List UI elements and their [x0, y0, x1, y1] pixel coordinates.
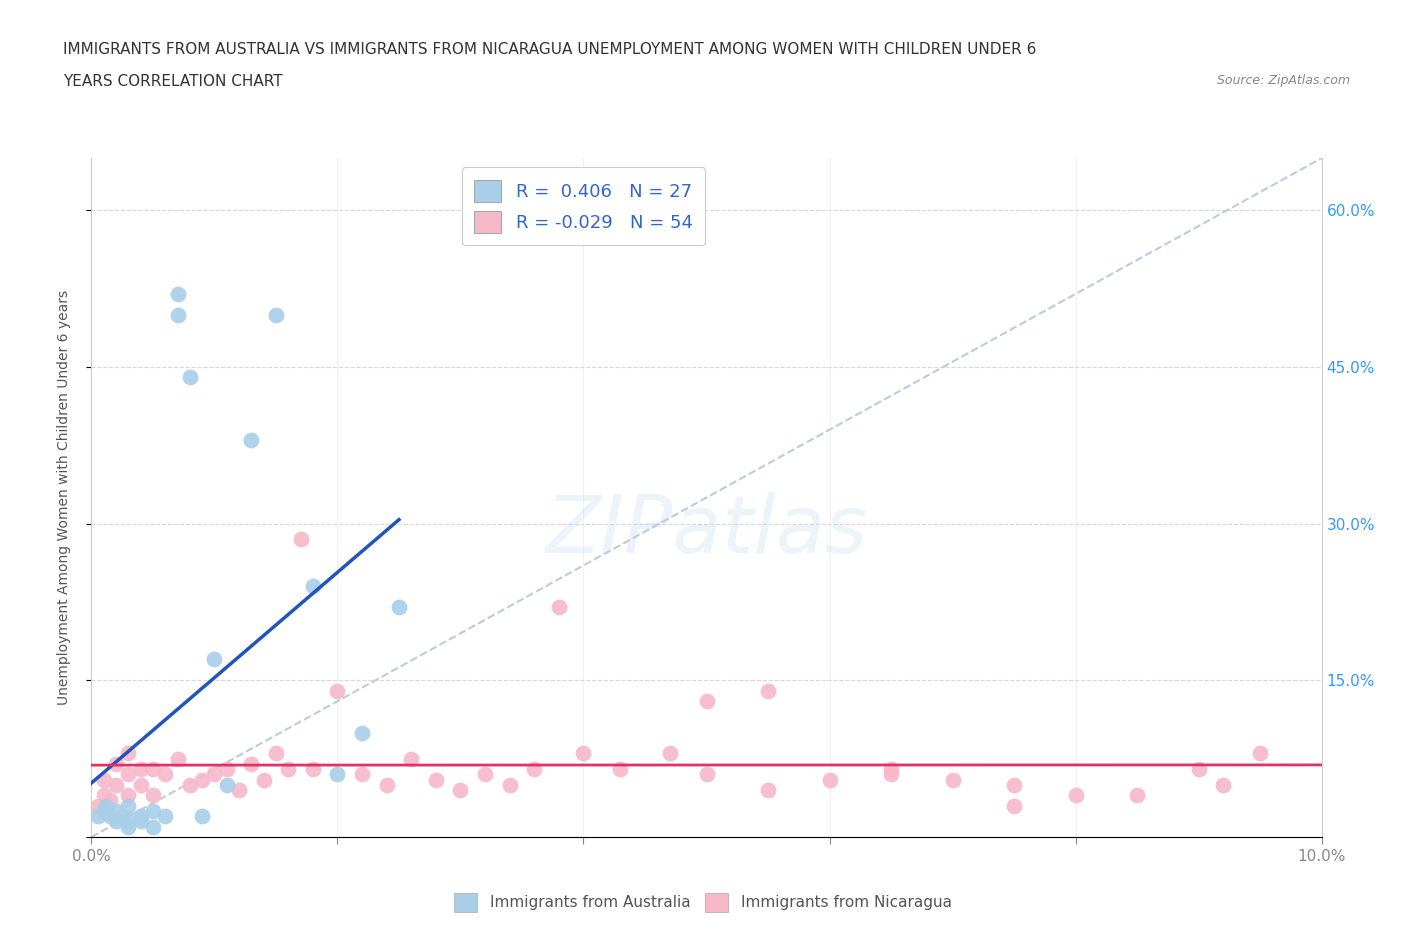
Point: [609, 762, 631, 777]
Point: [98, 809, 121, 824]
Point: [696, 767, 718, 782]
Point: [326, 684, 349, 698]
Point: [93, 772, 115, 787]
Point: [129, 777, 152, 792]
Point: [1126, 788, 1149, 803]
Point: [277, 762, 299, 777]
Point: [111, 809, 134, 824]
Point: [105, 804, 127, 818]
Point: [425, 772, 447, 787]
Point: [399, 751, 422, 766]
Legend: R =  0.406   N = 27, R = -0.029   N = 54: R = 0.406 N = 27, R = -0.029 N = 54: [461, 167, 706, 246]
Point: [117, 814, 139, 829]
Point: [290, 532, 312, 547]
Point: [880, 762, 903, 777]
Point: [942, 772, 965, 787]
Point: [142, 788, 165, 803]
Point: [1002, 777, 1025, 792]
Point: [1002, 798, 1025, 813]
Point: [240, 756, 263, 771]
Point: [179, 370, 201, 385]
Point: [117, 746, 139, 761]
Point: [756, 684, 779, 698]
Point: [547, 600, 569, 615]
Point: [105, 777, 127, 792]
Point: [375, 777, 398, 792]
Point: [142, 762, 165, 777]
Point: [129, 814, 152, 829]
Point: [572, 746, 595, 761]
Point: [388, 600, 411, 615]
Point: [215, 762, 238, 777]
Point: [658, 746, 681, 761]
Point: [96, 798, 117, 813]
Point: [166, 307, 188, 322]
Text: Source: ZipAtlas.com: Source: ZipAtlas.com: [1216, 74, 1350, 87]
Point: [253, 772, 276, 787]
Point: [117, 798, 139, 813]
Text: ZIPatlas: ZIPatlas: [546, 493, 868, 570]
Point: [264, 746, 287, 761]
Point: [105, 756, 127, 771]
Point: [179, 777, 201, 792]
Point: [166, 286, 188, 301]
Point: [93, 788, 115, 803]
Point: [696, 694, 718, 709]
Point: [326, 767, 349, 782]
Point: [240, 432, 263, 447]
Point: [98, 793, 121, 808]
Point: [1064, 788, 1087, 803]
Point: [117, 788, 139, 803]
Y-axis label: Unemployment Among Women with Children Under 6 years: Unemployment Among Women with Children U…: [56, 290, 70, 705]
Point: [449, 782, 471, 797]
Point: [818, 772, 841, 787]
Point: [129, 762, 152, 777]
Point: [880, 767, 903, 782]
Point: [117, 767, 139, 782]
Point: [1249, 746, 1271, 761]
Point: [202, 652, 225, 667]
Point: [301, 762, 323, 777]
Text: IMMIGRANTS FROM AUSTRALIA VS IMMIGRANTS FROM NICARAGUA UNEMPLOYMENT AMONG WOMEN : IMMIGRANTS FROM AUSTRALIA VS IMMIGRANTS …: [63, 42, 1036, 57]
Point: [191, 772, 214, 787]
Point: [142, 819, 165, 834]
Point: [498, 777, 520, 792]
Point: [474, 767, 496, 782]
Point: [523, 762, 546, 777]
Point: [215, 777, 238, 792]
Point: [153, 767, 177, 782]
Point: [228, 782, 250, 797]
Point: [142, 804, 165, 818]
Point: [86, 809, 108, 824]
Point: [93, 804, 115, 818]
Point: [86, 798, 108, 813]
Point: [191, 809, 214, 824]
Point: [117, 819, 139, 834]
Point: [1212, 777, 1234, 792]
Point: [350, 767, 373, 782]
Point: [756, 782, 779, 797]
Point: [129, 809, 152, 824]
Legend: Immigrants from Australia, Immigrants from Nicaragua: Immigrants from Australia, Immigrants fr…: [449, 887, 957, 918]
Point: [153, 809, 177, 824]
Point: [264, 307, 287, 322]
Point: [105, 814, 127, 829]
Point: [301, 578, 323, 593]
Point: [350, 725, 373, 740]
Text: YEARS CORRELATION CHART: YEARS CORRELATION CHART: [63, 74, 283, 89]
Point: [202, 767, 225, 782]
Point: [166, 751, 188, 766]
Point: [1187, 762, 1209, 777]
